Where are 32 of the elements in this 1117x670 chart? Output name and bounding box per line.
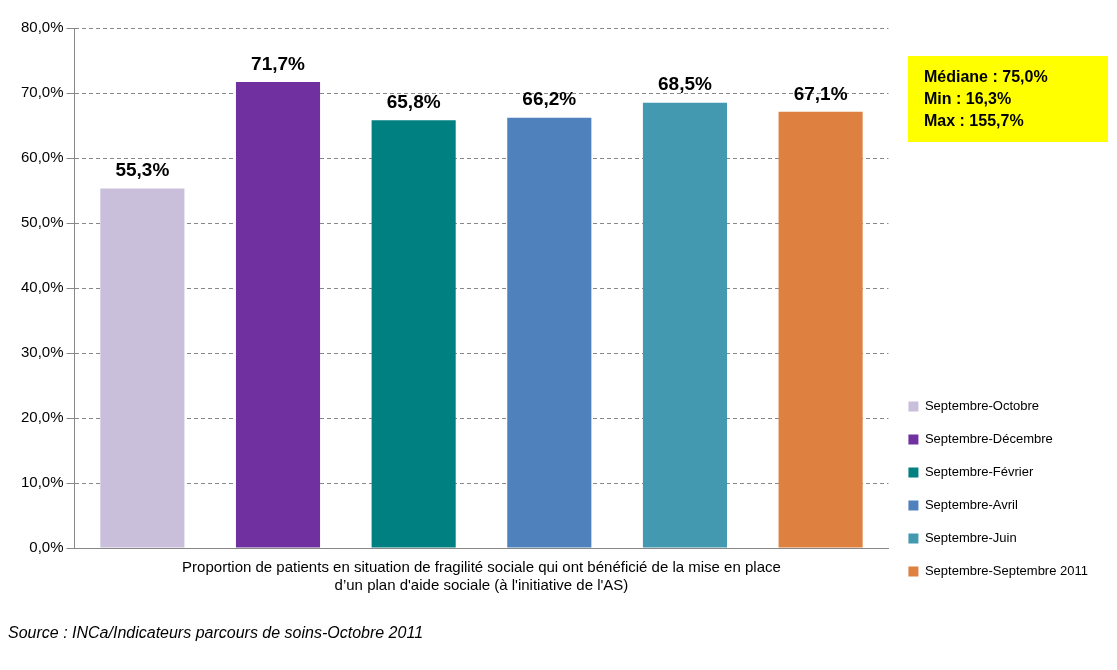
y-tick-label: 80,0% — [20, 18, 64, 36]
text: Max : 155,7% — [924, 111, 1025, 131]
legend-label: Septembre-Juin — [924, 530, 1017, 546]
y-tick-label: 0,0% — [29, 538, 64, 556]
text: Min : 16,3% — [924, 89, 1013, 109]
legend-label: Septembre-Avril — [924, 497, 1018, 513]
y-tick-label: 10,0% — [20, 473, 64, 491]
legend-label: Septembre-Septembre 2011 — [924, 563, 1088, 579]
bar — [235, 81, 321, 548]
y-tick-label: 30,0% — [20, 343, 64, 361]
legend-label: Septembre-Février — [924, 464, 1034, 480]
bar — [100, 188, 185, 548]
data-label: 68,5% — [658, 73, 712, 95]
text: Médiane : 75,0% — [924, 67, 1049, 87]
y-tick-label: 70,0% — [20, 83, 64, 101]
bar — [507, 117, 592, 548]
bar — [371, 120, 456, 548]
y-tick-label: 50,0% — [20, 213, 64, 231]
bar — [778, 111, 863, 548]
data-label: 71,7% — [251, 52, 306, 74]
bar — [642, 102, 727, 548]
source-note: Source : INCa/Indicateurs parcours de soins-Octobre 2011 — [8, 624, 424, 642]
data-label: 65,8% — [386, 91, 441, 113]
legend-label: Septembre-Octobre — [924, 398, 1040, 414]
x-tick-label: Proportion de patients en situation de fragilité sociale qui ont bénéficié de la mise en place d’un plan d'aide sociale (à l'initiative de l'AS) — [182, 558, 781, 594]
data-label: 66,2% — [522, 88, 577, 110]
legend-label: Septembre-Décembre — [924, 431, 1053, 447]
y-tick-label: 60,0% — [20, 148, 64, 166]
data-label: 67,1% — [793, 82, 848, 104]
data-label: 55,3% — [115, 159, 170, 181]
y-tick-label: 20,0% — [20, 408, 64, 426]
y-tick-label: 40,0% — [20, 278, 64, 296]
